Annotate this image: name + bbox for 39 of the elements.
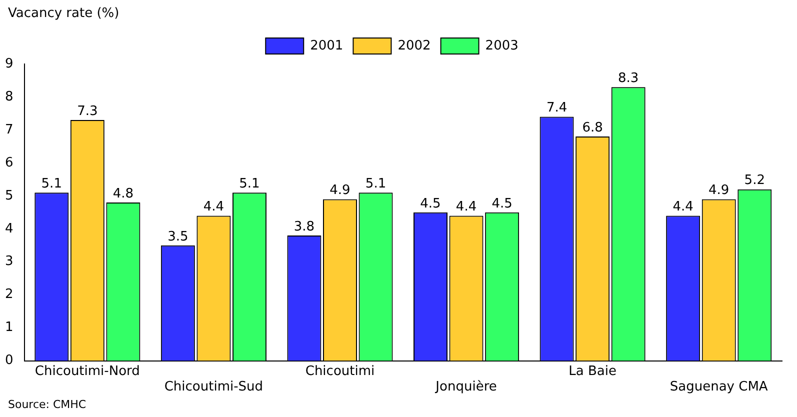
x-tick-label: Jonquière (434, 380, 497, 395)
x-tick-label: Chicoutimi-Sud (164, 380, 264, 395)
data-label: 7.3 (77, 104, 98, 119)
legend-label: 2002 (398, 38, 431, 54)
data-label: 6.8 (582, 120, 603, 136)
x-tick-label: Saguenay CMA (670, 380, 768, 395)
data-label: 3.5 (168, 229, 188, 244)
y-tick-label: 1 (4, 320, 14, 336)
x-tick-label: Chicoutimi-Nord (34, 364, 140, 379)
y-tick-label: 6 (4, 155, 14, 170)
y-tick-label: 4 (4, 221, 14, 236)
data-label: 4.5 (492, 196, 512, 212)
data-label: 5.1 (365, 176, 386, 192)
data-label: 7.4 (546, 100, 568, 116)
data-label: 5.2 (744, 173, 765, 188)
x-tick-label: La Baie (568, 364, 616, 379)
data-label: 4.4 (672, 200, 694, 215)
legend-label: 2001 (310, 38, 344, 54)
data-label: 3.8 (294, 219, 315, 234)
data-label: 4.9 (330, 183, 350, 198)
data-label: 4.9 (708, 183, 730, 198)
legend-label: 2003 (485, 38, 518, 54)
data-label: 4.8 (112, 186, 134, 202)
y-axis-title: Vacancy rate (%) (8, 6, 120, 21)
y-tick-label: 2 (4, 287, 14, 302)
y-tick-label: 7 (4, 122, 14, 138)
data-label: 5.1 (239, 176, 260, 192)
source-note: Source: CMHC (8, 398, 86, 411)
data-label: 8.3 (618, 70, 639, 86)
data-label: 5.1 (41, 176, 62, 192)
y-tick-label: 3 (4, 254, 14, 270)
x-tick-label: Chicoutimi (305, 364, 375, 379)
data-label: 4.4 (456, 200, 477, 215)
y-tick-label: 9 (4, 56, 14, 72)
y-tick-label: 0 (4, 353, 14, 368)
y-tick-label: 5 (4, 188, 14, 204)
data-label: 4.4 (203, 200, 224, 215)
data-label: 4.5 (420, 196, 441, 212)
y-tick-label: 8 (4, 89, 14, 104)
